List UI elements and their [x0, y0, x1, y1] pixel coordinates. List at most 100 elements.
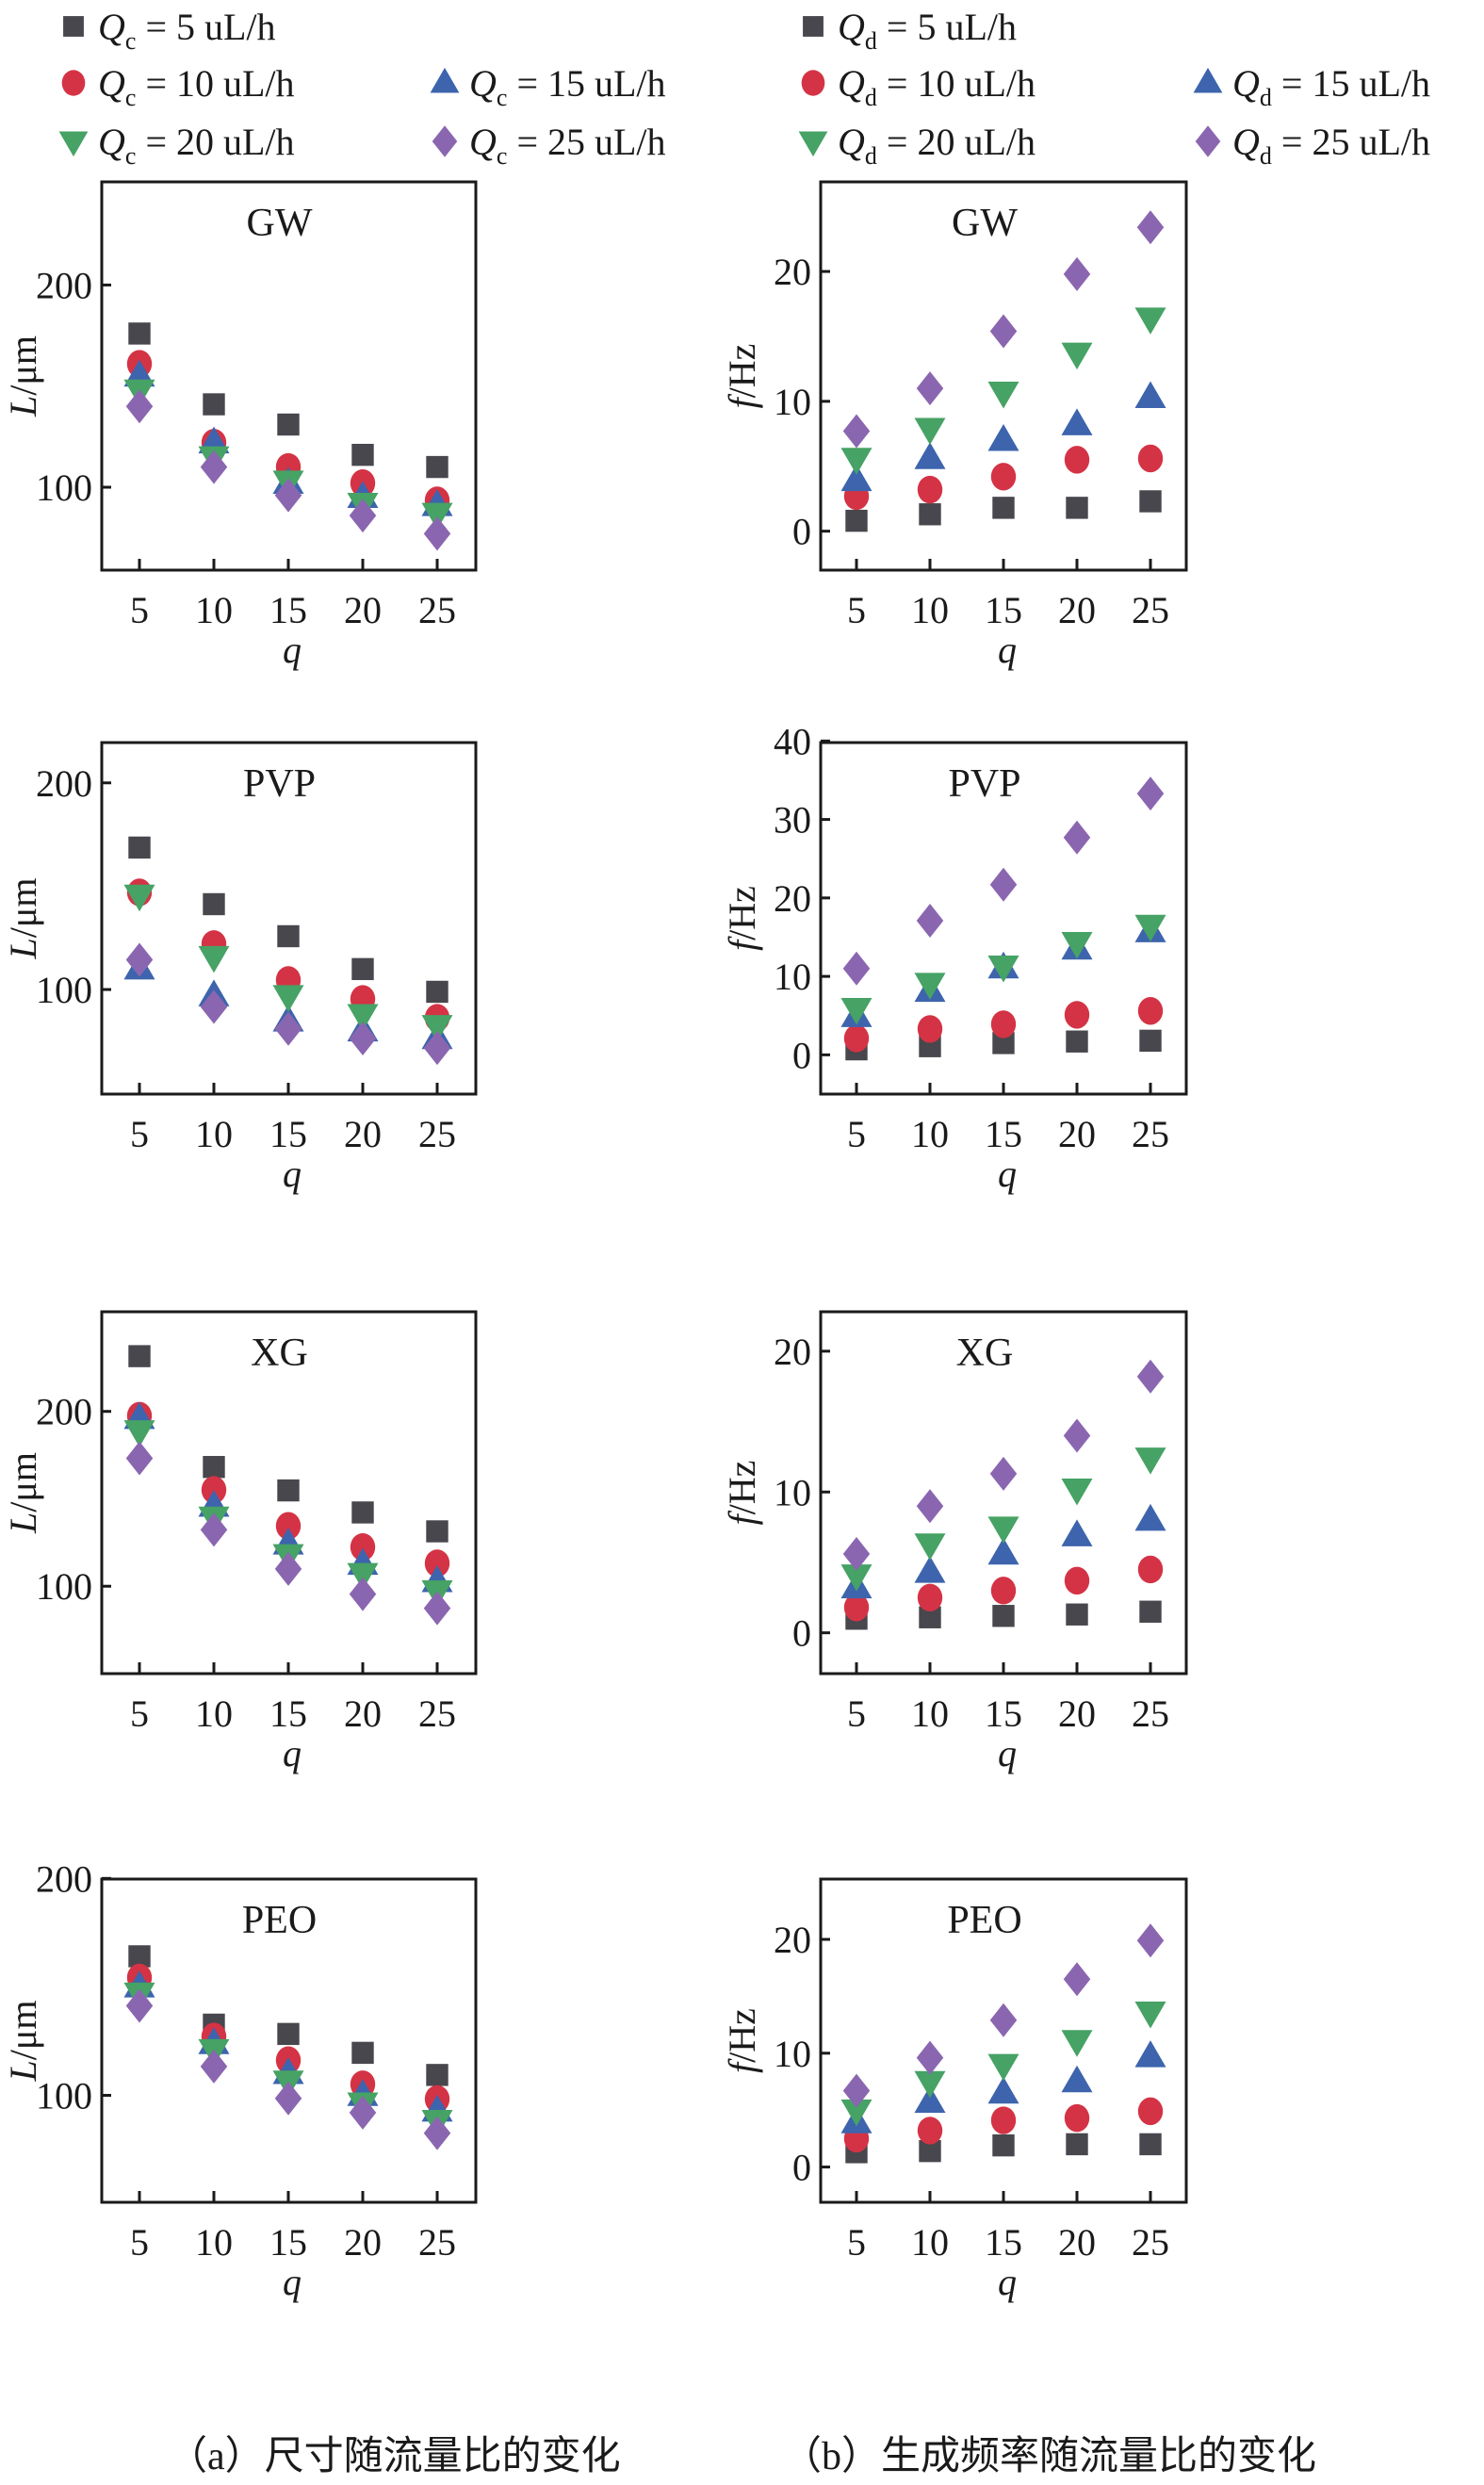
- data-point: [992, 1032, 1015, 1054]
- data-point: [200, 2049, 228, 2084]
- data-point: [1066, 2133, 1088, 2156]
- data-point: [987, 2076, 1019, 2104]
- legend-marker-triangle-down-icon: [58, 131, 89, 157]
- data-point: [987, 1516, 1019, 1544]
- legend-label: Qc = 15 uL/h: [469, 62, 666, 111]
- y-axis-label: f/Hz: [721, 344, 763, 409]
- legends: Qc = 5 uL/h Qc = 10 uL/h Qc = 15 uL/h Qc = 20 u…: [58, 6, 1430, 170]
- y-axis-label: f/Hz: [721, 886, 763, 951]
- data-point: [203, 892, 225, 916]
- data-point: [989, 314, 1018, 349]
- legend-marker-triangle-up-icon: [1193, 67, 1223, 93]
- data-point: [1134, 914, 1166, 942]
- series-1: [128, 1345, 448, 1543]
- x-tick-label: 25: [418, 2221, 456, 2264]
- panel-gw-right: GW 5 10 15 20 25 0 10 20 q f/Hz: [721, 180, 1188, 671]
- panel-title: PEO: [947, 1899, 1021, 1942]
- legend-marker-diamond-icon: [432, 125, 458, 157]
- x-axis-label: q: [283, 629, 302, 671]
- series-2: [843, 997, 1164, 1053]
- legend-marker-triangle-down-icon: [798, 131, 828, 157]
- series-5: [842, 1359, 1165, 1571]
- x-axis-label: q: [283, 1732, 302, 1774]
- data-point: [989, 2003, 1018, 2037]
- y-tick-label: 100: [36, 2075, 92, 2117]
- caption-left: （a）尺寸随流量比的变化: [168, 2434, 621, 2478]
- legend-item: Qd = 20 uL/h: [798, 121, 1036, 170]
- data-point: [128, 1345, 151, 1367]
- y-tick-label: 10: [774, 1471, 811, 1513]
- caption-right: （b）生成频率随流量比的变化: [782, 2434, 1316, 2478]
- data-point: [349, 1022, 377, 1056]
- data-point: [916, 1489, 944, 1524]
- data-point: [919, 1606, 941, 1628]
- data-point: [349, 1577, 377, 1611]
- legend-item: Qd = 10 uL/h: [801, 62, 1036, 111]
- y-axis-label: f/Hz: [721, 1461, 763, 1526]
- data-point: [200, 450, 228, 484]
- data-point: [125, 942, 154, 977]
- legend-marker-square-icon: [63, 16, 84, 37]
- x-axis-label: q: [283, 2261, 302, 2303]
- data-point: [274, 478, 302, 513]
- y-tick-label: 200: [36, 762, 92, 805]
- data-point: [1066, 1030, 1088, 1053]
- data-point: [277, 1479, 300, 1502]
- panel-xg-left: XG 5 10 15 20 25 100 200 q L/μm: [2, 1310, 478, 1774]
- data-point: [203, 1456, 225, 1479]
- data-point: [1139, 2133, 1162, 2156]
- data-point: [840, 448, 872, 475]
- panel-xg-right: XG 5 10 15 20 25 0 10 20 q f/Hz: [721, 1310, 1188, 1774]
- panel-title: PEO: [242, 1899, 317, 1942]
- data-point: [990, 1010, 1017, 1038]
- data-point: [201, 1476, 227, 1504]
- data-point: [351, 443, 374, 466]
- series-5: [842, 210, 1165, 449]
- x-tick-label: 25: [418, 1692, 456, 1735]
- data-point: [423, 1031, 451, 1066]
- data-point: [1061, 932, 1093, 959]
- series-3: [840, 381, 1166, 492]
- data-point: [992, 497, 1015, 519]
- data-point: [125, 1441, 154, 1476]
- data-point: [125, 1988, 154, 2023]
- panel-title: PVP: [948, 762, 1020, 806]
- data-point: [128, 1945, 151, 1968]
- x-tick-label: 20: [1058, 589, 1096, 631]
- data-point: [1064, 2103, 1090, 2133]
- x-tick-label: 25: [1132, 589, 1169, 631]
- legend-item: Qd = 25 uL/h: [1195, 121, 1430, 170]
- legend-label: Qc = 10 uL/h: [98, 62, 295, 111]
- data-point: [277, 924, 300, 948]
- y-tick-label: 0: [792, 2147, 811, 2189]
- data-point: [1136, 777, 1165, 811]
- data-point: [987, 381, 1019, 409]
- legend-item: Qc = 5 uL/h: [63, 6, 276, 55]
- data-point: [842, 951, 871, 986]
- y-tick-label: 200: [36, 1391, 92, 1433]
- data-point: [274, 1551, 302, 1586]
- x-tick-label: 10: [195, 1692, 233, 1735]
- x-tick-label: 15: [985, 2221, 1022, 2264]
- data-point: [125, 389, 154, 424]
- data-point: [1139, 490, 1162, 513]
- series-3: [840, 2040, 1166, 2134]
- data-point: [990, 2106, 1017, 2134]
- legend-label: Qd = 10 uL/h: [838, 62, 1036, 111]
- series-1: [845, 490, 1162, 532]
- data-point: [1061, 2030, 1093, 2057]
- data-point: [1063, 256, 1091, 291]
- data-point: [351, 2041, 374, 2065]
- data-point: [123, 1420, 155, 1447]
- series-5: [125, 1441, 451, 1626]
- panel-peo-left: PEO 5 10 15 20 25 100 200 q L/μm: [2, 1857, 478, 2303]
- x-tick-label: 15: [269, 1692, 307, 1735]
- y-tick-label: 100: [36, 1565, 92, 1608]
- x-tick-label: 25: [418, 589, 456, 631]
- series-4: [840, 2002, 1166, 2127]
- x-tick-label: 5: [847, 1692, 866, 1735]
- x-tick-label: 10: [911, 1113, 949, 1155]
- data-point: [347, 1562, 379, 1591]
- data-point: [1061, 408, 1093, 435]
- data-point: [423, 516, 451, 551]
